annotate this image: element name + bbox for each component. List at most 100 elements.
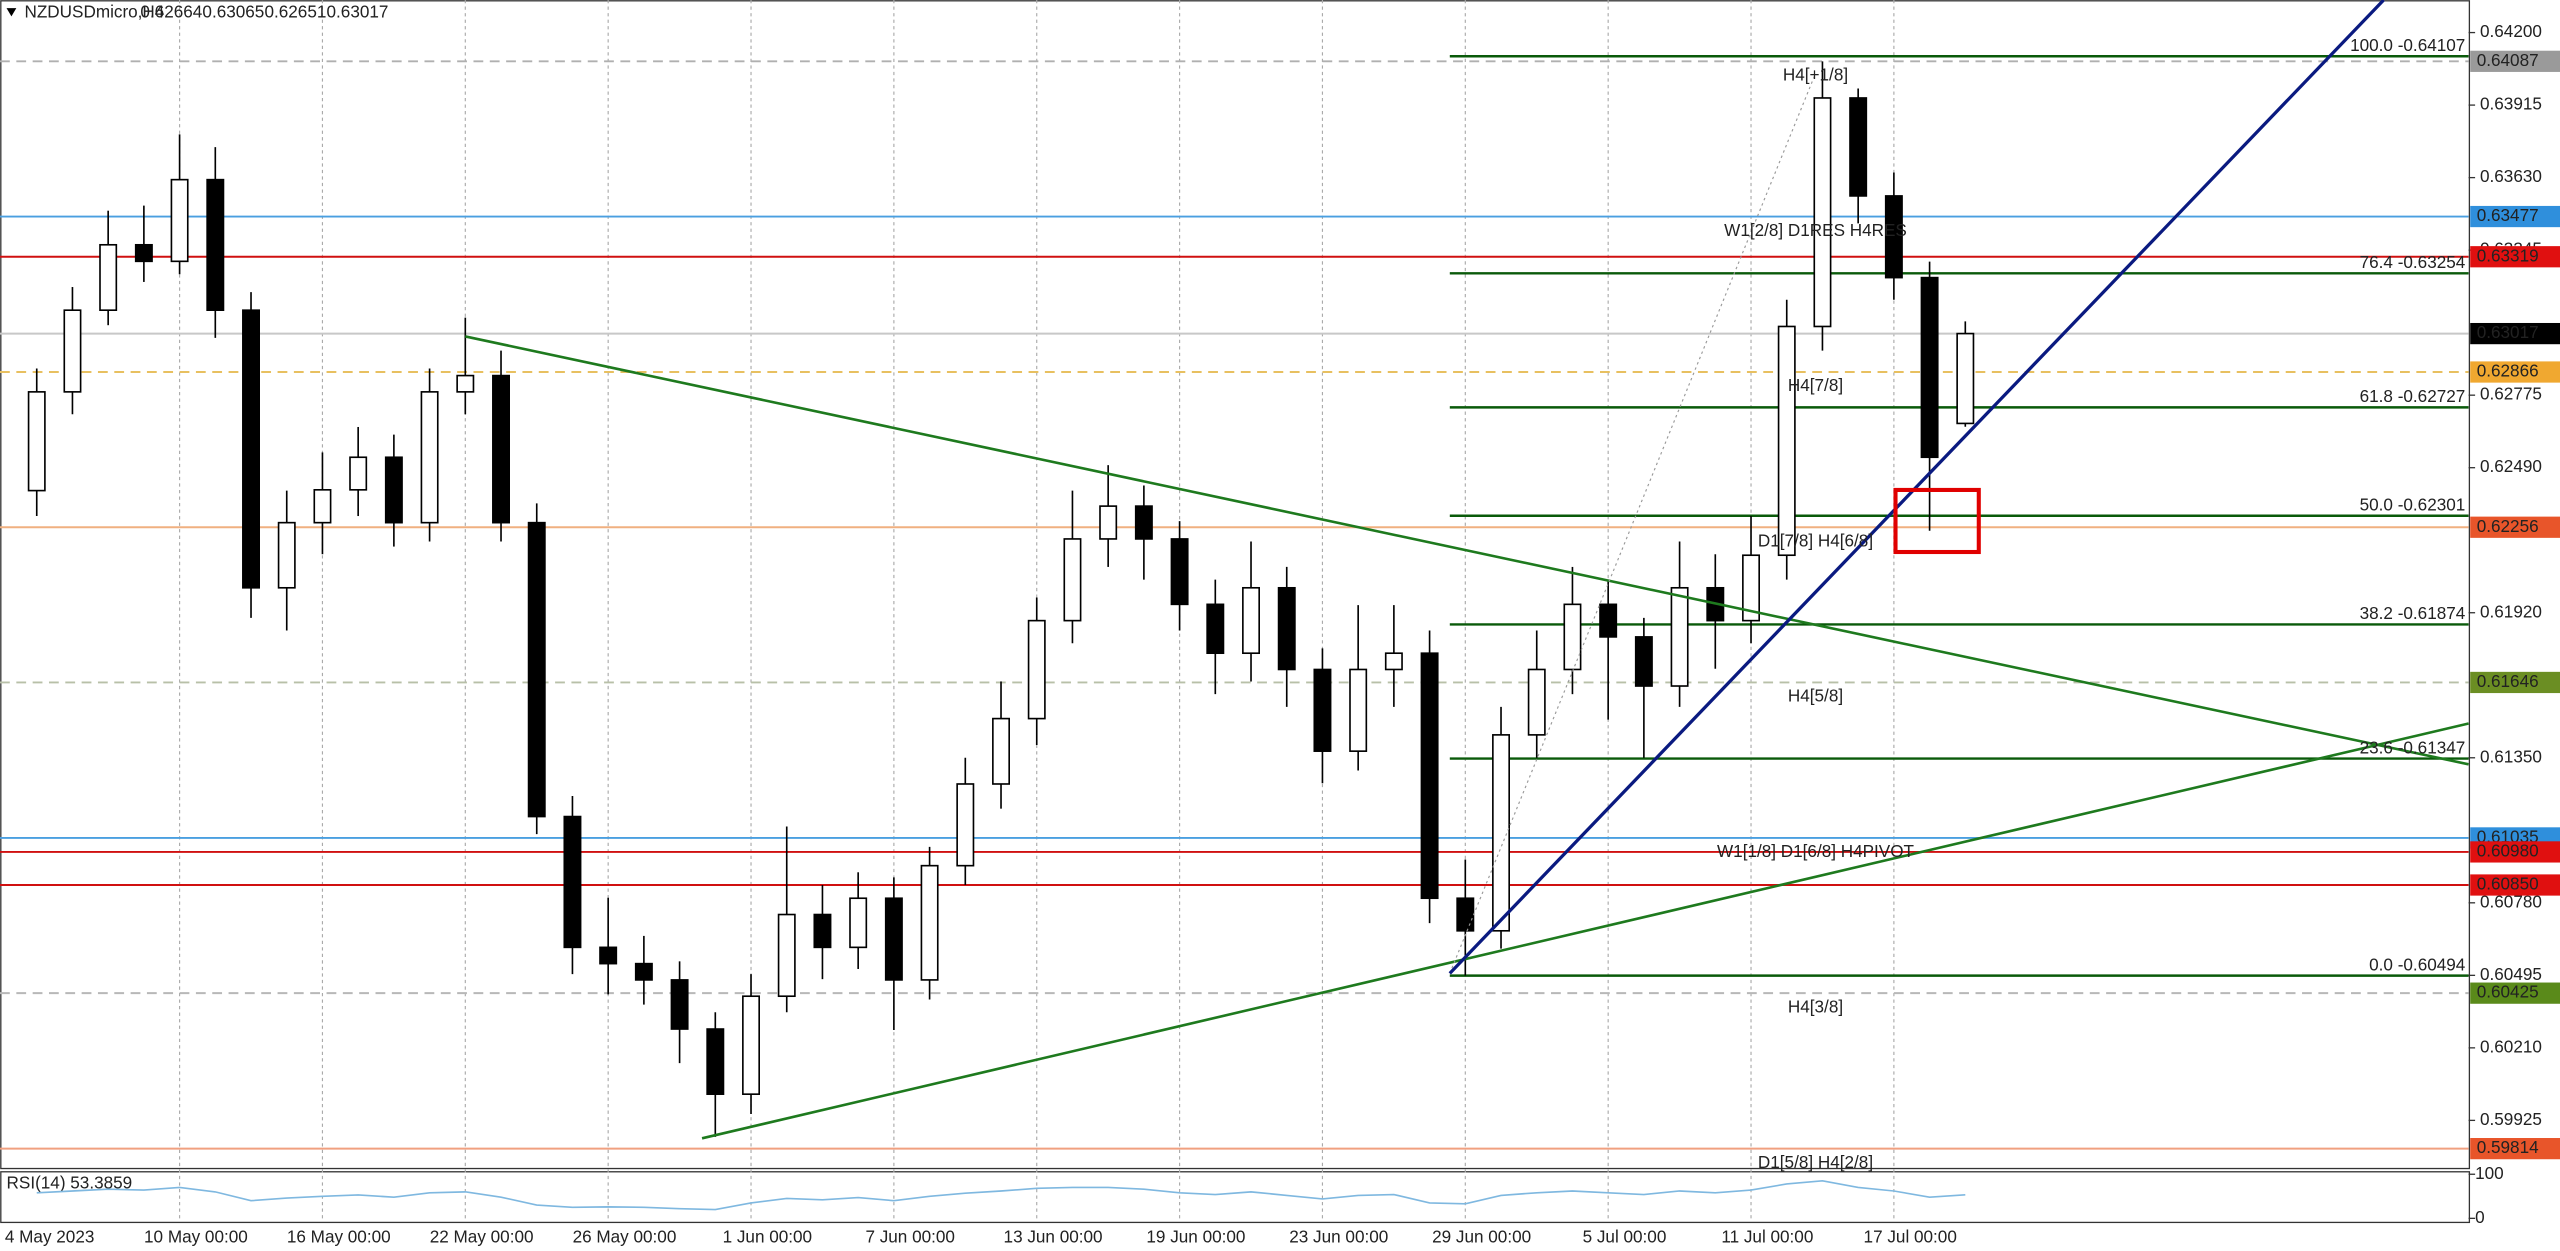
x-tick-label: 1 Jun 00:00 bbox=[723, 1226, 813, 1246]
candle-body bbox=[849, 897, 868, 949]
candle-body bbox=[992, 717, 1010, 785]
price-box-label: 0.61646 bbox=[2477, 671, 2539, 691]
x-tick-label: 11 Jul 00:00 bbox=[1721, 1226, 1813, 1246]
price-box bbox=[2470, 874, 2560, 896]
y-tick-label: 0.60780 bbox=[2480, 891, 2542, 911]
highlight-box bbox=[1893, 487, 1981, 555]
candle-body bbox=[206, 178, 225, 312]
x-tick-label: 16 May 00:00 bbox=[287, 1226, 391, 1246]
labels-layer: NZDUSDmicro,H4 0.62664 0.63065 0.62651 0… bbox=[5, 2, 2560, 1246]
candle-body bbox=[1563, 603, 1582, 671]
ohlc-low: 0.62651 bbox=[264, 2, 326, 22]
price-box bbox=[2470, 671, 2560, 694]
y-tick-label: 0.63630 bbox=[2480, 166, 2542, 186]
candle-body bbox=[777, 913, 796, 998]
fib-anchor-line bbox=[1449, 73, 1817, 974]
x-tick-label: 10 May 00:00 bbox=[144, 1226, 248, 1246]
candle-body bbox=[27, 391, 46, 492]
candle-body bbox=[313, 489, 332, 524]
price-box-label: 0.60425 bbox=[2477, 982, 2539, 1002]
level-note: W1[2/8] D1RES H4RES bbox=[1724, 220, 1907, 240]
candle-body bbox=[1170, 538, 1189, 606]
candle-body bbox=[1206, 603, 1225, 655]
candle-body bbox=[634, 962, 653, 981]
fib-label: 0.0 -0.60494 bbox=[2369, 954, 2466, 974]
y-tick-label: 0.61920 bbox=[2480, 601, 2542, 621]
ohlc-high: 0.63065 bbox=[202, 2, 264, 22]
price-box-label: 0.63319 bbox=[2477, 245, 2539, 265]
fib-label: 38.2 -0.61874 bbox=[2360, 603, 2466, 623]
candle-body bbox=[277, 521, 296, 589]
candle-body bbox=[384, 456, 403, 524]
ohlc-close: 0.63017 bbox=[327, 2, 389, 22]
candle-body bbox=[1313, 668, 1332, 752]
price-box-label: 0.63477 bbox=[2477, 205, 2539, 225]
x-tick-label: 22 May 00:00 bbox=[430, 1226, 534, 1246]
candle-body bbox=[420, 391, 439, 524]
candle-body bbox=[1742, 554, 1760, 622]
candle-body bbox=[1277, 586, 1296, 671]
candle-body bbox=[170, 178, 189, 263]
x-tick-label: 26 May 00:00 bbox=[573, 1226, 677, 1246]
price-box-label: 0.62256 bbox=[2477, 516, 2539, 536]
candle-body bbox=[813, 913, 832, 949]
candle-body bbox=[1384, 652, 1403, 671]
trend-line bbox=[465, 335, 2469, 766]
price-box bbox=[2470, 246, 2560, 268]
level-note: H4[+1/8] bbox=[1783, 65, 1848, 85]
x-tick-label: 19 Jun 00:00 bbox=[1146, 1226, 1245, 1246]
symbol-title: NZDUSDmicro,H4 bbox=[24, 2, 164, 22]
price-box bbox=[2470, 205, 2560, 228]
candle-body bbox=[1349, 668, 1368, 752]
candle-body bbox=[1063, 538, 1082, 622]
price-box-label: 0.60980 bbox=[2477, 840, 2539, 860]
y-tick-label: 0.60210 bbox=[2480, 1036, 2542, 1056]
candle-body bbox=[63, 309, 82, 393]
level-note: W1[1/8] D1[6/8] H4PIVOT bbox=[1717, 841, 1915, 861]
candle-body bbox=[1456, 897, 1475, 932]
candle-body bbox=[742, 995, 760, 1095]
price-box bbox=[2470, 516, 2560, 538]
candles-layer bbox=[27, 61, 1975, 1137]
candle-body bbox=[456, 374, 475, 393]
candle-body bbox=[1599, 603, 1618, 638]
candle-body bbox=[884, 897, 903, 981]
y-tick-label: 0.62775 bbox=[2480, 384, 2542, 404]
trend-line bbox=[701, 722, 2469, 1140]
candle-body bbox=[1849, 97, 1868, 197]
rsi-title: RSI(14) 53.3859 bbox=[7, 1173, 133, 1193]
candle-body bbox=[1634, 636, 1653, 687]
candle-body bbox=[134, 243, 153, 263]
candle-body bbox=[1813, 97, 1832, 328]
price-box bbox=[2470, 841, 2560, 863]
price-box-label: 0.64087 bbox=[2477, 50, 2539, 70]
candle-body bbox=[1527, 668, 1546, 736]
candle-body bbox=[1420, 652, 1439, 900]
candle-body bbox=[1920, 276, 1939, 459]
level-note: H4[3/8] bbox=[1788, 996, 1843, 1016]
candle-body bbox=[1134, 505, 1153, 540]
price-box-label: 0.60850 bbox=[2477, 874, 2539, 894]
candle-body bbox=[1777, 325, 1796, 557]
ohlc-open: 0.62664 bbox=[140, 2, 202, 22]
price-box bbox=[2470, 982, 2560, 1004]
y-tick-label: 0.62490 bbox=[2480, 456, 2542, 476]
y-tick-label: 0.59925 bbox=[2480, 1109, 2542, 1129]
x-tick-label: 23 Jun 00:00 bbox=[1289, 1226, 1388, 1246]
price-box bbox=[2470, 361, 2560, 383]
price-box bbox=[2470, 322, 2560, 345]
candle-body bbox=[1242, 586, 1260, 655]
candle-body bbox=[920, 864, 939, 981]
y-tick-label: 0.63915 bbox=[2480, 94, 2542, 114]
y-tick-label: 0.60495 bbox=[2480, 964, 2542, 984]
candle-body bbox=[1492, 734, 1510, 932]
x-tick-label: 5 Jul 00:00 bbox=[1583, 1226, 1667, 1246]
price-box bbox=[2470, 50, 2560, 72]
main-frame bbox=[0, 0, 2471, 1170]
candle-body bbox=[706, 1028, 725, 1095]
fib-label: 100.0 -0.64107 bbox=[2350, 35, 2465, 55]
candle-body bbox=[527, 521, 546, 818]
trendlines bbox=[465, 0, 2469, 1140]
menu-arrow bbox=[6, 8, 17, 17]
